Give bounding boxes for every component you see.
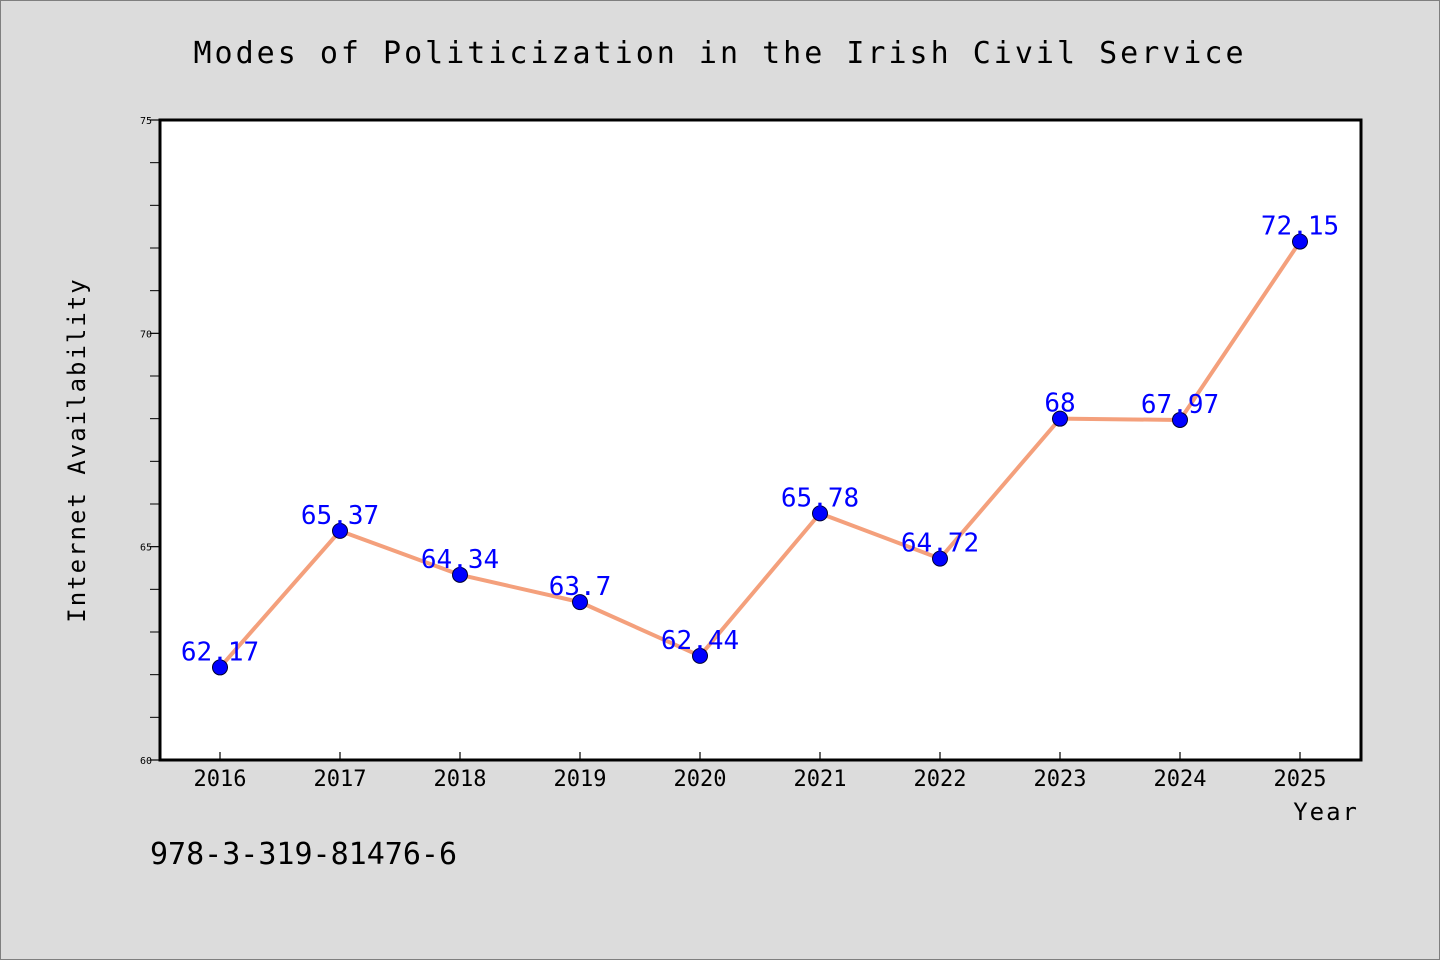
data-label: 65.37 <box>301 501 379 531</box>
isbn-text: 978-3-319-81476-6 <box>150 837 457 872</box>
y-tick-label: 60 <box>140 756 152 767</box>
data-label: 72.15 <box>1261 212 1339 242</box>
data-point-marker <box>1172 411 1188 428</box>
x-axis: 2016 2017 2018 2019 2020 2021 2022 2023 2024 2025 <box>194 752 1327 792</box>
series-line <box>218 239 1302 670</box>
data-point-marker <box>812 505 828 522</box>
series-line-group: 62.17 65.37 64.34 63.7 62.44 65.78 64.72 68 67.9… <box>181 212 1339 676</box>
data-label: 62.17 <box>181 637 259 667</box>
x-tick-label: 2025 <box>1274 767 1327 792</box>
x-axis-label: Year <box>1293 798 1359 826</box>
data-point-marker <box>932 550 948 567</box>
x-tick-label: 2016 <box>194 767 247 792</box>
data-point-marker <box>1052 410 1068 427</box>
data-label: 62.44 <box>661 626 739 656</box>
chart-title: Modes of Politicization in the Irish Civ… <box>193 36 1246 71</box>
x-tick-label: 2022 <box>914 767 967 792</box>
data-point-marker <box>212 659 228 676</box>
y-axis-label: Internet Availability <box>63 277 91 622</box>
data-label: 68 <box>1044 389 1075 419</box>
data-label: 64.72 <box>901 529 979 559</box>
y-tick-label: 75 <box>140 116 152 127</box>
data-point-marker <box>1292 233 1308 250</box>
x-tick-label: 2024 <box>1154 767 1207 792</box>
x-tick-label: 2023 <box>1034 767 1087 792</box>
data-point-marker <box>332 522 348 539</box>
x-tick-label: 2019 <box>554 767 607 792</box>
data-point-marker <box>572 594 588 611</box>
x-tick-label: 2017 <box>314 767 367 792</box>
data-label: 64.34 <box>421 545 499 575</box>
x-tick-label: 2021 <box>794 767 847 792</box>
data-point-marker <box>692 647 708 664</box>
data-label: 67.97 <box>1141 390 1219 420</box>
y-tick-label: 70 <box>140 329 152 340</box>
x-tick-label: 2020 <box>674 767 727 792</box>
data-point-marker <box>452 566 468 583</box>
y-axis: 60 65 70 75 <box>140 116 160 767</box>
x-tick-label: 2018 <box>434 767 487 792</box>
data-label: 63.7 <box>549 572 612 602</box>
plot-area <box>158 118 1363 762</box>
data-label: 65.78 <box>781 483 859 513</box>
y-tick-label: 65 <box>140 543 152 554</box>
